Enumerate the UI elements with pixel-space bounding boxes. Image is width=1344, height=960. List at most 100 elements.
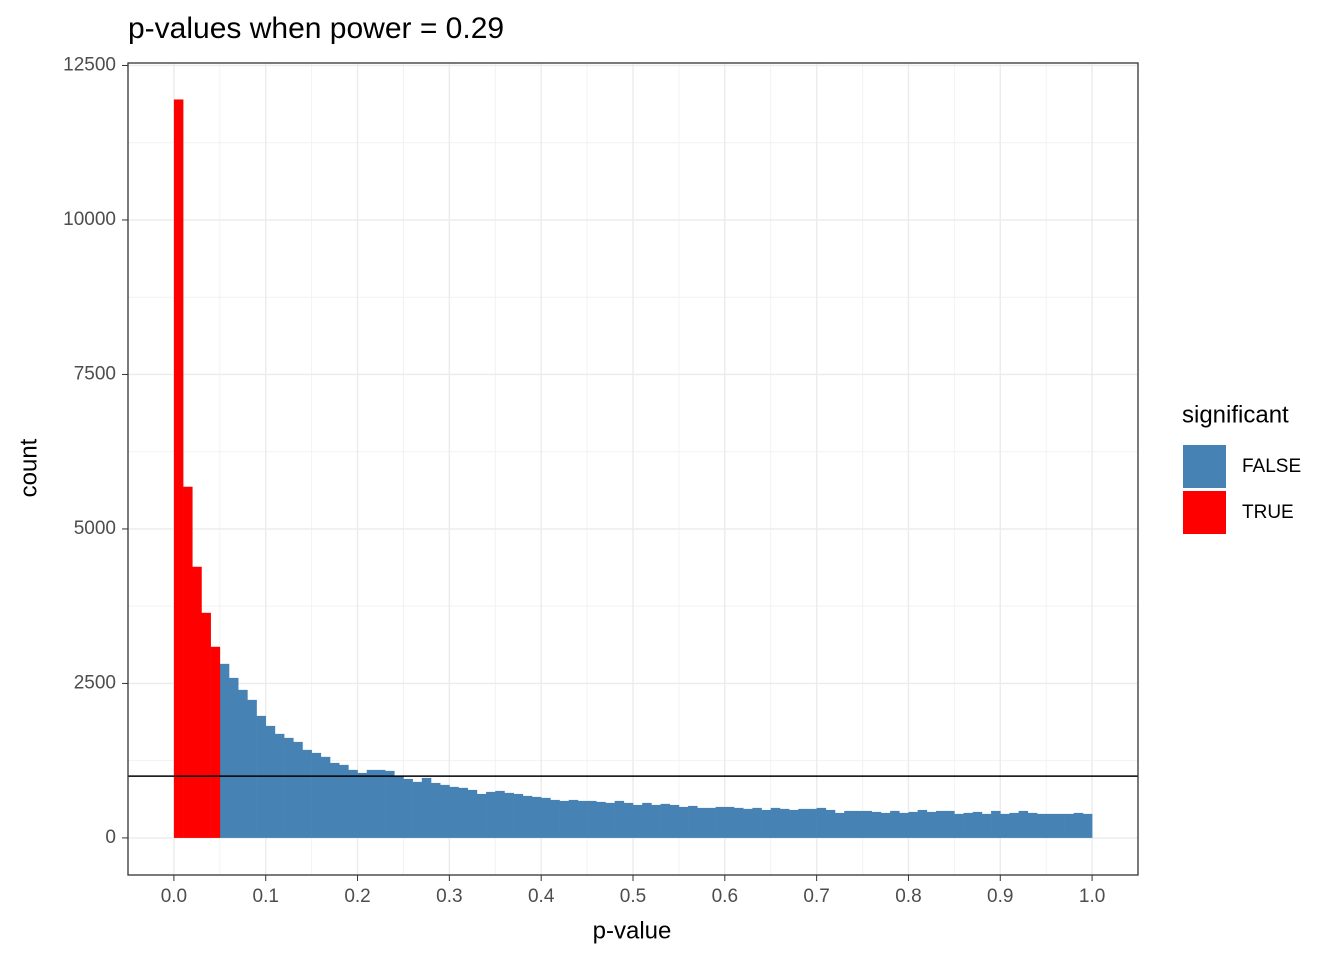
bar [183,486,193,838]
bar [908,811,918,838]
bar [678,806,689,838]
bar [789,809,799,838]
bar [449,786,459,838]
legend-label: TRUE [1242,502,1294,523]
x-tick-label: 0.9 [987,886,1013,907]
bar [779,808,790,838]
x-tick-label: 0.0 [161,886,187,907]
bar [853,810,863,838]
bar [669,804,680,838]
bar [366,769,377,838]
bar [798,808,808,838]
bar [403,778,413,838]
bar [825,809,836,838]
bar [495,790,505,838]
y-tick-label: 2500 [74,672,116,693]
bar [688,805,698,838]
bar [1073,812,1084,838]
bar [210,646,221,838]
bar [1055,813,1065,838]
y-tick-label: 7500 [74,363,116,384]
legend-key [1183,445,1226,488]
bar [229,677,239,838]
x-axis-label: p-value [593,917,672,944]
legend-title: significant [1182,401,1289,428]
bar [706,807,716,838]
bar [807,808,817,838]
bar [844,810,854,838]
bar [219,663,230,838]
y-axis-label: count [15,438,42,497]
bar [486,791,496,838]
bar [1009,812,1019,838]
bar [532,796,542,838]
x-tick-label: 0.5 [620,886,646,907]
bar [752,807,762,838]
bar [173,99,184,838]
bar [660,803,671,838]
bar [330,762,340,838]
bar [201,612,211,838]
x-tick-label: 0.7 [803,886,829,907]
bar [375,769,386,838]
bar [458,787,469,838]
x-tick-label: 0.6 [712,886,738,907]
bar [963,812,974,838]
bar [605,802,615,838]
bar [1037,813,1047,838]
bar [936,810,946,838]
bar [770,807,781,838]
bar [302,749,312,838]
bar [1027,812,1038,838]
legend-label: FALSE [1242,456,1301,477]
bar [926,811,937,838]
x-tick-label: 0.1 [253,886,279,907]
bar [504,792,514,838]
x-tick-label: 0.4 [528,886,555,907]
bar [293,741,303,838]
bar [385,770,395,838]
bar [651,804,661,838]
bar [1000,813,1010,838]
y-tick-label: 10000 [63,209,116,230]
bar [880,812,891,838]
bar [440,784,450,838]
bar [320,756,331,838]
bar [339,764,349,838]
bar [715,806,726,838]
bar [357,772,368,838]
y-tick-label: 0 [105,827,116,848]
bar [284,737,294,838]
bar [421,777,432,838]
bar [550,799,560,838]
bar [761,809,772,838]
bar [972,811,983,838]
bar [991,810,1001,838]
bar [513,793,524,838]
bar [743,808,753,838]
x-tick-label: 0.8 [895,886,921,907]
bar [871,811,882,838]
bar [265,725,276,838]
bar [467,789,478,838]
bar [476,793,487,838]
bar [1082,813,1093,838]
chart-title: p-values when power = 0.29 [128,12,504,45]
bar [642,802,652,838]
bar [835,812,845,838]
bar [734,807,744,838]
bar [522,795,533,838]
bar [724,806,735,838]
bar [954,813,964,838]
y-tick-label: 12500 [63,54,116,75]
bar [431,782,441,838]
bar [1064,813,1075,838]
bar [816,807,827,838]
bar [633,804,643,838]
bar [697,807,707,838]
x-tick-label: 0.2 [344,886,370,907]
bar [1018,810,1029,838]
y-tick-label: 5000 [74,518,116,539]
bar [890,810,900,838]
